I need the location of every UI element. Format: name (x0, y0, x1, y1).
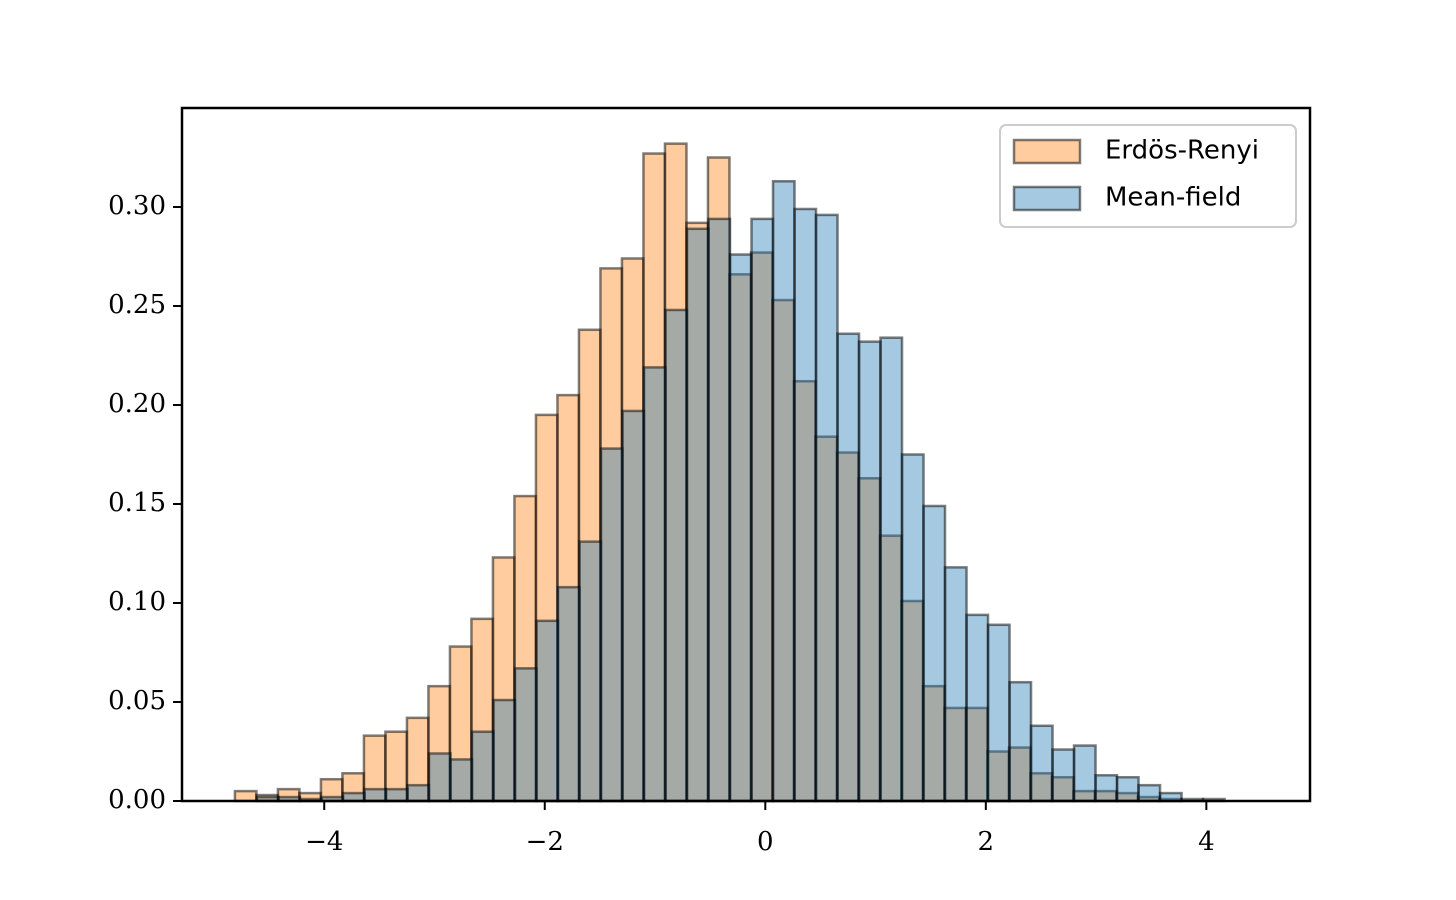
bar (1137, 783, 1162, 803)
x-tick-label: −2 (526, 827, 564, 857)
bar (965, 613, 990, 803)
legend-swatch (1012, 185, 1082, 212)
bar (943, 566, 968, 803)
legend-swatch (1012, 138, 1082, 165)
bar (556, 585, 581, 803)
y-tick-label: 0.15 (108, 488, 166, 518)
bar (857, 340, 882, 803)
bar (836, 332, 861, 803)
bar (233, 789, 258, 803)
bar (879, 336, 904, 803)
y-tick-label: 0.25 (108, 290, 166, 320)
bar (427, 752, 452, 803)
bar (621, 409, 646, 803)
legend-box (999, 124, 1297, 228)
y-tick-label: 0.20 (108, 389, 166, 419)
bar (535, 619, 560, 803)
bar (449, 758, 474, 803)
x-tick-label: 2 (978, 827, 995, 857)
plot-frame (180, 106, 1312, 803)
bar (986, 623, 1011, 803)
bar (492, 698, 517, 803)
bar (1115, 775, 1140, 803)
bar (1072, 744, 1097, 803)
bar (900, 453, 925, 803)
bar (750, 217, 775, 803)
bar (707, 217, 732, 803)
x-tick-label: 0 (757, 827, 774, 857)
bar (384, 787, 409, 803)
bar (685, 227, 710, 803)
bar (771, 180, 796, 803)
bar (406, 783, 431, 803)
bar (814, 213, 839, 803)
bar (1051, 748, 1076, 803)
y-tick-label: 0.00 (108, 785, 166, 815)
bar (1029, 724, 1054, 803)
bar (793, 207, 818, 803)
bar (642, 366, 667, 803)
bar (599, 447, 624, 803)
bar (578, 540, 603, 803)
bar (1008, 680, 1033, 803)
bar (664, 308, 689, 803)
legend-label: Erdös-Renyi (1105, 136, 1259, 166)
bar (922, 504, 947, 803)
x-tick-label: 4 (1198, 827, 1215, 857)
bar (728, 253, 753, 803)
y-tick-label: 0.10 (108, 587, 166, 617)
x-tick-label: −4 (305, 827, 343, 857)
y-tick-label: 0.30 (108, 191, 166, 221)
bar (363, 787, 388, 803)
bar (1094, 774, 1119, 803)
y-tick-label: 0.05 (108, 686, 166, 716)
bar (470, 730, 495, 803)
legend-label: Mean-field (1105, 183, 1241, 213)
bar (513, 667, 538, 803)
